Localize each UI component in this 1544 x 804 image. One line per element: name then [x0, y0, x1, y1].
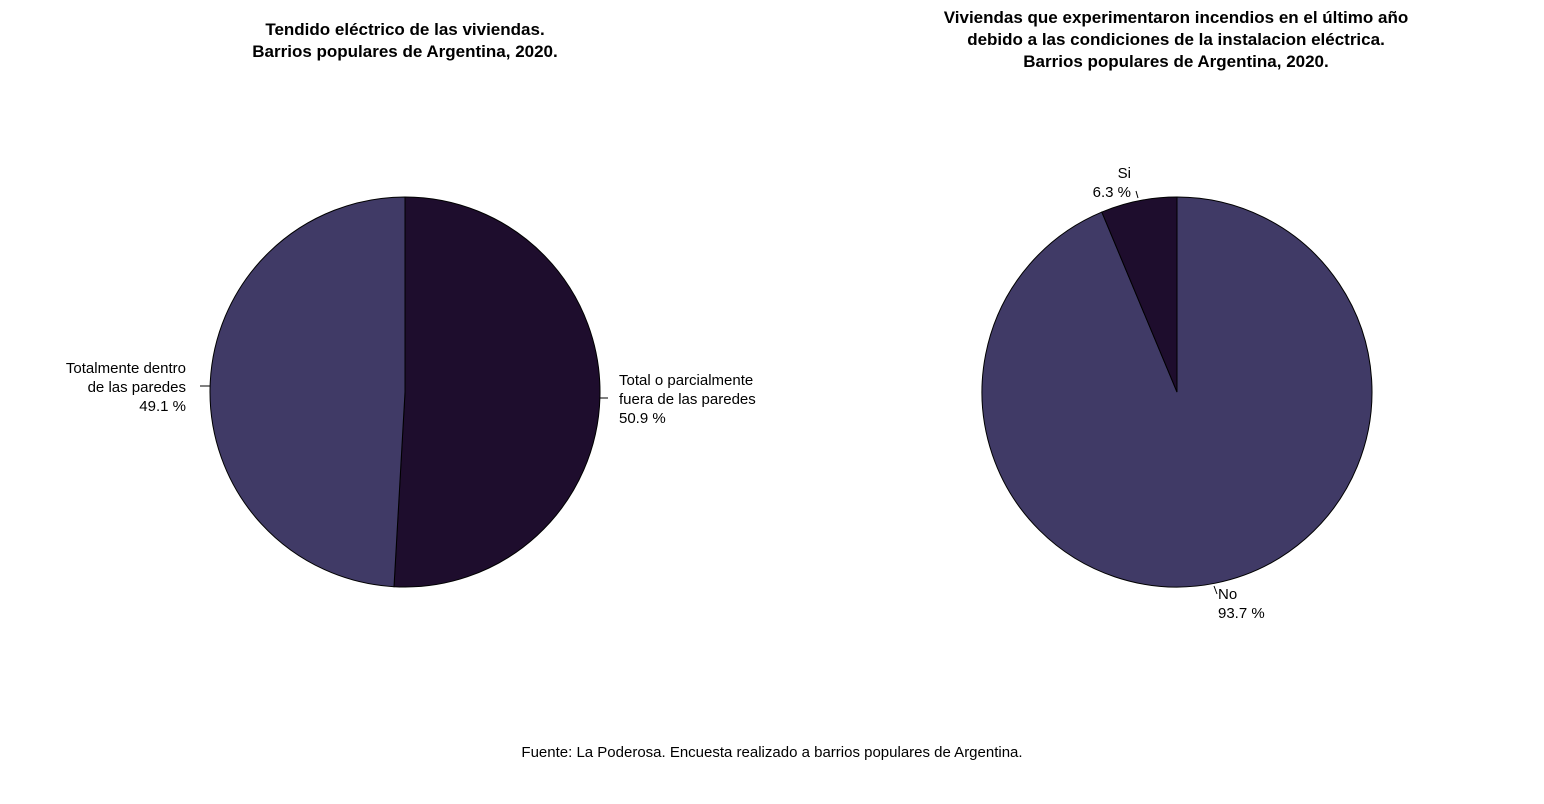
- pie1-slice-1: [393, 196, 601, 588]
- pie2-label-tick-2: [1135, 190, 1139, 199]
- pie1-slice-label-1: Total o parcialmente fuera de las paredes…: [619, 372, 756, 427]
- pie2-slice-label-1: No 93.7 %: [1218, 586, 1265, 622]
- chart-title-right: Viviendas que experimentaron incendios e…: [943, 8, 1409, 71]
- chart-title-left: Tendido eléctrico de las viviendas. Barr…: [252, 20, 558, 61]
- pie2-label-tick-1: [1213, 585, 1218, 595]
- source-note: Fuente: La Poderosa. Encuesta realizado …: [521, 744, 1023, 761]
- pie2-slice-label-2: Si 6.3 %: [1093, 165, 1131, 201]
- pie1-slice-2: [209, 196, 406, 588]
- pie2-slice-2: [1101, 196, 1178, 393]
- pie1-slice-label-2: Totalmente dentro de las paredes 49.1 %: [66, 360, 186, 415]
